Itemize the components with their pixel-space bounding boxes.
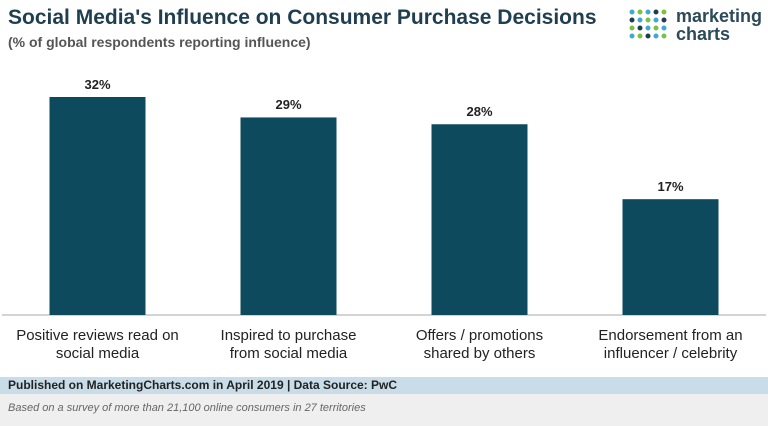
value-label: 29% bbox=[275, 97, 302, 113]
footer-note-band: Based on a survey of more than 21,100 on… bbox=[0, 394, 768, 426]
logo-text: charts bbox=[676, 24, 731, 44]
chart-title: Social Media's Influence on Consumer Pur… bbox=[8, 6, 597, 29]
logo-text: marketing bbox=[676, 6, 763, 26]
value-label: 17% bbox=[657, 179, 684, 195]
logo-dots bbox=[629, 9, 667, 39]
value-label: 32% bbox=[84, 77, 111, 92]
x-tick-label: Inspired to purchase from social media bbox=[220, 327, 357, 362]
chart-subtitle: (% of global respondents reporting influ… bbox=[8, 34, 311, 50]
footer-source: Published on MarketingCharts.com in Apri… bbox=[8, 378, 397, 392]
footer-note: Based on a survey of more than 21,100 on… bbox=[8, 402, 366, 414]
bar bbox=[240, 117, 337, 315]
x-tick-label: Endorsement from an influencer / celebri… bbox=[598, 327, 743, 362]
x-tick-label: Offers / promotions shared by others bbox=[415, 327, 544, 362]
x-tick-label: Positive reviews read on social media bbox=[16, 327, 179, 362]
bar bbox=[49, 97, 146, 315]
value-label: 28% bbox=[466, 104, 493, 120]
bar bbox=[431, 124, 528, 315]
footer-band: Published on MarketingCharts.com in Apri… bbox=[0, 377, 768, 394]
bar bbox=[622, 199, 719, 315]
